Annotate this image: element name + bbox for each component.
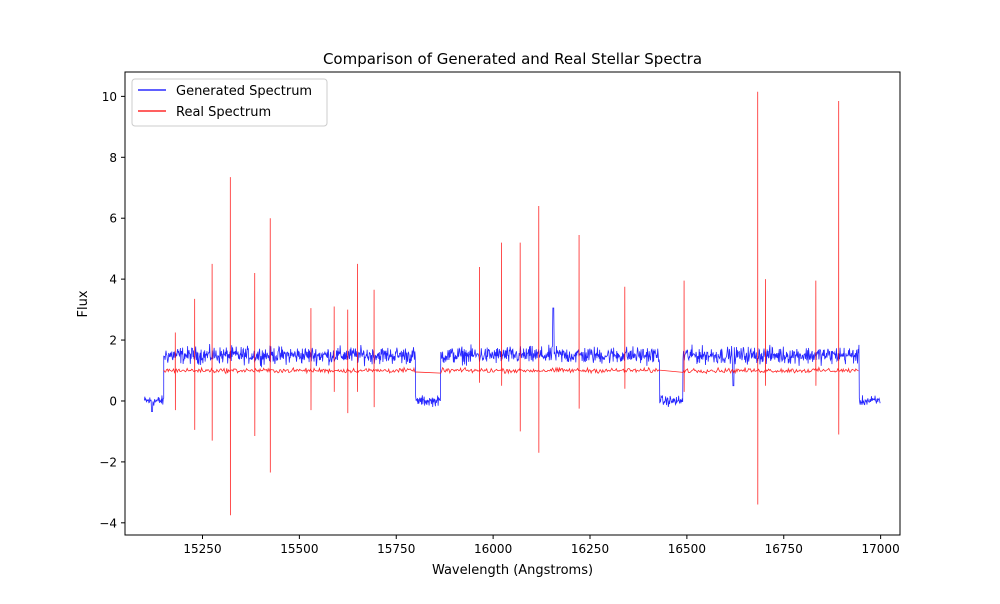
legend: Generated Spectrum Real Spectrum (131, 78, 328, 127)
legend-label-real: Real Spectrum (176, 105, 271, 120)
legend-frame (131, 78, 328, 127)
plot-frame (124, 71, 901, 536)
x-tick-label: 16250 (571, 542, 609, 556)
x-tick-label: 16500 (668, 542, 706, 556)
plot-area: 15250 15500 15750 16000 16250 16500 16750 17000… (99, 71, 901, 556)
x-tick-label: 17000 (862, 542, 900, 556)
y-tick-label: 2 (109, 334, 117, 348)
chart-title: Comparison of Generated and Real Stellar… (323, 50, 702, 68)
y-tick-label: −2 (99, 455, 117, 469)
x-tick-label: 16750 (765, 542, 803, 556)
y-tick-label: 8 (109, 151, 117, 165)
legend-label-generated: Generated Spectrum (176, 84, 312, 99)
y-axis-label: Flux (76, 290, 91, 317)
x-tick-label: 16000 (474, 542, 512, 556)
x-tick-label: 15250 (183, 542, 221, 556)
y-tick-label: 6 (109, 212, 117, 226)
real-spectrum-line (163, 91, 859, 516)
x-tick-label: 15750 (377, 542, 415, 556)
y-tick-label: 4 (109, 273, 117, 287)
y-tick-label: −4 (99, 516, 117, 530)
x-tick-label: 15500 (280, 542, 318, 556)
x-axis: 15250 15500 15750 16000 16250 16500 16750 17000 (183, 535, 900, 556)
y-tick-label: 0 (109, 394, 117, 408)
y-tick-label: 10 (102, 90, 117, 104)
x-axis-label: Wavelength (Angstroms) (432, 563, 593, 578)
y-axis: −4 −2 0 2 4 6 8 10 (99, 90, 125, 530)
series-layer (143, 91, 881, 516)
